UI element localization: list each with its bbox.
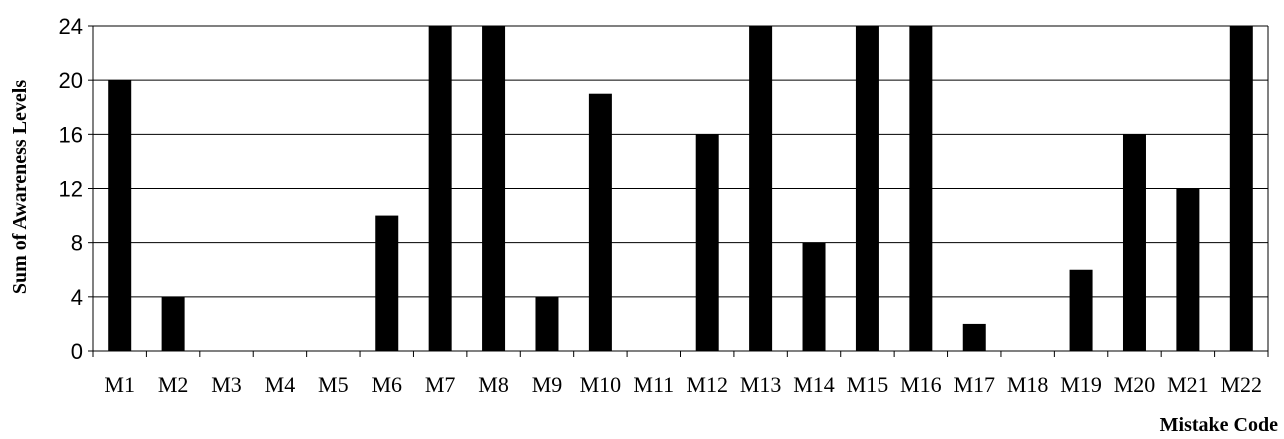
x-tick-label: M11 bbox=[633, 372, 674, 397]
x-axis-label: Mistake Code bbox=[1160, 414, 1278, 436]
x-tick-label: M2 bbox=[158, 372, 189, 397]
x-tick-label: M10 bbox=[580, 372, 622, 397]
bar-m8 bbox=[482, 26, 506, 351]
x-tick-label: M13 bbox=[740, 372, 782, 397]
x-tick-label: M7 bbox=[425, 372, 456, 397]
x-tick-label: M1 bbox=[104, 372, 135, 397]
x-tick-label: M18 bbox=[1007, 372, 1049, 397]
y-tick-label: 20 bbox=[59, 68, 83, 93]
bar-m15 bbox=[855, 26, 879, 351]
bar-m14 bbox=[802, 242, 826, 351]
bar-m20 bbox=[1122, 134, 1146, 351]
y-axis-label: Sum of Awareness Levels bbox=[9, 80, 31, 294]
x-tick-label: M9 bbox=[532, 372, 563, 397]
bar-m22 bbox=[1229, 26, 1253, 351]
x-tick-label: M21 bbox=[1167, 372, 1209, 397]
x-tick-label: M16 bbox=[900, 372, 942, 397]
bar-m12 bbox=[695, 134, 719, 351]
bar-m16 bbox=[909, 26, 933, 351]
x-tick-label: M8 bbox=[478, 372, 509, 397]
x-tick-label: M6 bbox=[371, 372, 402, 397]
x-tick-label: M4 bbox=[265, 372, 296, 397]
y-tick-label: 0 bbox=[71, 339, 83, 364]
x-tick-label: M15 bbox=[847, 372, 889, 397]
bar-m10 bbox=[588, 93, 612, 351]
x-tick-label: M12 bbox=[686, 372, 728, 397]
bar-m1 bbox=[108, 80, 132, 352]
x-tick-label: M17 bbox=[953, 372, 995, 397]
tick-labels: 0 4 8 12 16 20 24 M1 M2 M3 M4 M5 M6 M7 M8 M9 M10 M11 M12 M1… bbox=[59, 14, 1263, 397]
x-tick-label: M3 bbox=[211, 372, 242, 397]
bar-m6 bbox=[375, 215, 399, 351]
y-tick-label: 4 bbox=[71, 285, 83, 310]
x-tick-label: M14 bbox=[793, 372, 835, 397]
bars bbox=[108, 26, 1253, 352]
y-tick-label: 12 bbox=[59, 177, 83, 202]
gridlines bbox=[93, 25, 1268, 298]
y-tick-label: 8 bbox=[71, 231, 83, 256]
x-tick-label: M22 bbox=[1221, 372, 1263, 397]
bar-m7 bbox=[428, 26, 452, 351]
x-tick-label: M20 bbox=[1114, 372, 1156, 397]
x-tick-label: M5 bbox=[318, 372, 349, 397]
y-tick-label: 16 bbox=[59, 122, 83, 147]
bar-m2 bbox=[161, 296, 185, 351]
bar-m13 bbox=[749, 26, 773, 351]
bar-m9 bbox=[535, 296, 559, 351]
y-tick-label: 24 bbox=[59, 14, 83, 39]
bar-m21 bbox=[1176, 188, 1200, 351]
bar-m19 bbox=[1069, 269, 1093, 351]
x-tick-label: M19 bbox=[1060, 372, 1102, 397]
bar-m17 bbox=[962, 323, 986, 351]
axes bbox=[88, 25, 1269, 357]
